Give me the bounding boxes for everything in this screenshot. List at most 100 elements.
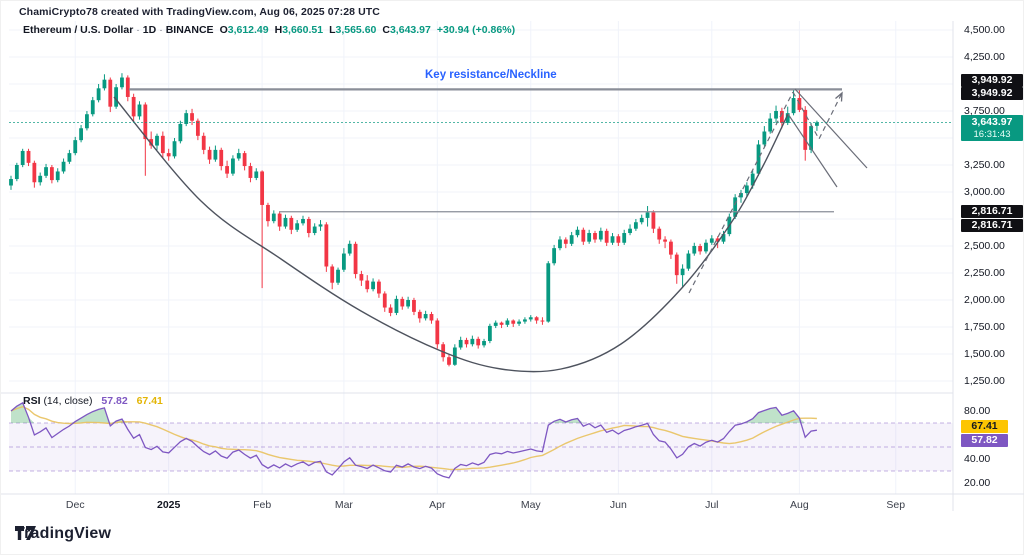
candle-body (260, 171, 265, 205)
candle-body (692, 245, 697, 254)
candle-body (604, 230, 609, 243)
candle-body (633, 222, 638, 229)
last-price-value: 3,643.97 (971, 116, 1013, 128)
channel-lower-line (787, 113, 838, 188)
drawing-label-key-resistance[interactable]: Key resistance/Neckline (425, 69, 557, 81)
candle-body (254, 171, 259, 178)
candle-body (417, 311, 422, 319)
candle-body (365, 280, 370, 290)
candle-body (412, 299, 416, 312)
candle-body (523, 319, 527, 322)
candle-body (301, 218, 305, 224)
candle-body (125, 77, 130, 97)
candle-body (149, 139, 154, 146)
time-tick-label-mar: Mar (334, 499, 353, 511)
last-price-badge: 3,643.97 16:31:43 (961, 115, 1023, 141)
candle-body (756, 144, 761, 174)
symbol-name[interactable]: Ethereum / U.S. Dollar (23, 24, 134, 36)
time-tick-label-jul: Jul (705, 499, 719, 511)
rsi-value-badge: 57.82 (961, 433, 1008, 447)
price-tick-label: 1,250.00 (964, 374, 1005, 387)
candle-body (429, 314, 434, 321)
candle-body (651, 212, 656, 229)
tradingview-logo[interactable]: TradingView (15, 525, 111, 543)
close-value: 3,643.97 (389, 24, 431, 36)
candle-body (464, 339, 469, 345)
candle-body (493, 322, 498, 326)
candle-body (336, 269, 340, 283)
candle-body (575, 229, 580, 236)
candle-body (353, 243, 358, 275)
rsi-legend[interactable]: RSI (14, close) 57.82 67.41 (23, 395, 163, 407)
candle-body (341, 253, 346, 270)
candle-body (423, 314, 428, 319)
candle-body (482, 341, 486, 346)
cup-pattern-curve (113, 96, 789, 373)
exchange-name[interactable]: BINANCE (165, 24, 214, 36)
rsi-params: (14, close) (43, 395, 93, 407)
candle-body (616, 236, 621, 243)
price-tick-label: 1,750.00 (964, 320, 1005, 333)
level-badge-resistance: 3,949.92 (961, 73, 1023, 87)
low-label: L (329, 24, 336, 36)
rsi-title: RSI (23, 395, 41, 407)
rsi-current-value: 57.82 (101, 395, 128, 407)
candle-body (377, 281, 381, 294)
high-value: 3,660.51 (282, 24, 324, 36)
candle-body (610, 236, 615, 243)
candle-body (528, 317, 533, 320)
candle-body (155, 135, 159, 146)
candle-body (546, 263, 551, 322)
candle-body (266, 204, 270, 222)
time-tick-label-jun: Jun (609, 499, 627, 511)
candle-body (213, 149, 218, 160)
candle-body (347, 243, 352, 254)
candle-body (225, 166, 229, 174)
symbol-legend[interactable]: Ethereum / U.S. Dollar · 1D · BINANCE O3,612.… (23, 24, 515, 36)
candle-body (108, 79, 113, 107)
candle-body (809, 126, 813, 150)
candle-body (90, 100, 95, 115)
candle-body (166, 153, 171, 157)
candle-body (558, 239, 562, 249)
candle-body (248, 166, 253, 178)
candle-body (160, 135, 165, 154)
rsi-tick-label: 40.00 (964, 453, 991, 465)
candle-body (441, 344, 446, 358)
time-tick-label-aug: Aug (790, 499, 809, 511)
candle-body (96, 88, 101, 101)
candle-body (779, 110, 784, 123)
interval-value[interactable]: 1D (142, 24, 157, 36)
time-tick-label-dec: Dec (65, 499, 85, 511)
time-tick-label-2025: 2025 (156, 499, 181, 511)
candle-body (674, 254, 679, 276)
candle-body (201, 135, 206, 150)
candle-body (312, 226, 317, 234)
rsi-line (10, 401, 817, 479)
candle-body (505, 320, 510, 325)
channel-upper-line (794, 88, 868, 169)
rsi-overbought-fill (741, 407, 806, 423)
candle-body (447, 357, 451, 365)
candle-body (458, 339, 463, 348)
candle-body (709, 238, 714, 243)
level-badge-support-2: 2,816.71 (961, 218, 1023, 232)
candle-body (534, 317, 539, 321)
candle-body (657, 228, 662, 240)
candle-body (295, 223, 300, 230)
candle-body (435, 320, 440, 345)
candle-body (563, 239, 568, 244)
candle-body (73, 140, 78, 154)
candle-body (55, 171, 60, 181)
candle-body (61, 161, 66, 172)
candle-body (785, 113, 790, 123)
candle-body (569, 235, 574, 244)
candle-body (32, 162, 37, 183)
candle-body (739, 193, 743, 198)
candle-body (400, 298, 405, 307)
candle-body (750, 173, 755, 186)
rsi-tick-label: 20.00 (964, 477, 991, 489)
candle-body (622, 233, 627, 243)
